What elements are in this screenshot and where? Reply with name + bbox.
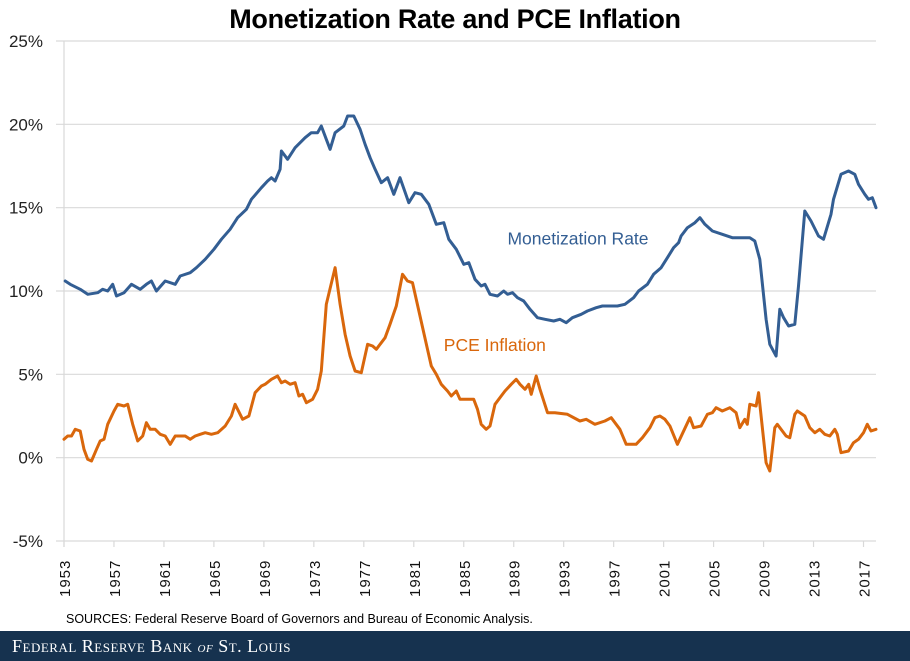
x-tick-label: 2013 <box>807 560 824 597</box>
x-tick-label: 1981 <box>407 560 424 597</box>
x-tick-label: 1969 <box>257 560 274 597</box>
series-line-pce-inflation <box>62 266 878 473</box>
series-label-monetization-rate: Monetization Rate <box>507 228 648 248</box>
x-tick-label: 1993 <box>557 560 574 597</box>
x-tick-label: 2009 <box>757 560 774 597</box>
y-tick-label: -5% <box>13 532 43 551</box>
footer-brand-of: of <box>197 640 214 656</box>
x-tick-label: 2017 <box>857 560 874 597</box>
y-tick-label: 20% <box>9 115 43 134</box>
y-tick-label: 25% <box>9 32 43 51</box>
x-tick-label: 1957 <box>107 560 124 597</box>
footer-bar: Federal Reserve Bank of St. Louis <box>0 631 910 661</box>
x-tick-label: 1961 <box>157 560 174 597</box>
y-tick-label: 0% <box>18 449 43 468</box>
chart-title: Monetization Rate and PCE Inflation <box>229 4 681 34</box>
x-tick-label: 1973 <box>307 560 324 597</box>
y-tick-label: 15% <box>9 199 43 218</box>
x-tick-label: 1977 <box>357 560 374 597</box>
footer-brand-part2: St. Louis <box>213 636 291 656</box>
y-tick-label: 10% <box>9 282 43 301</box>
x-tick-label: 2005 <box>707 560 724 597</box>
gridlines <box>56 40 876 547</box>
fed-stlouis-logo-text: Federal Reserve Bank of St. Louis <box>12 636 291 657</box>
series-line-monetization-rate <box>63 114 878 358</box>
x-tick-label: 1953 <box>57 560 74 597</box>
x-tick-label: 1989 <box>507 560 524 597</box>
x-axis: 1953 1957 1961 1965 1969 1973 1977 1981 1985 1989… <box>57 541 874 597</box>
chart-plot-area: -5% 0% 5% 10% 15% 20% 25% 1953 1957 1961 1965 1969… <box>9 32 878 597</box>
x-tick-label: 1997 <box>607 560 624 597</box>
x-tick-label: 1985 <box>457 560 474 597</box>
x-tick-label: 2001 <box>657 560 674 597</box>
y-tick-label: 5% <box>18 365 43 384</box>
x-tick-label: 1965 <box>207 560 224 597</box>
series-labels: Monetization Rate PCE Inflation <box>444 228 649 355</box>
sources-note: SOURCES: Federal Reserve Board of Govern… <box>66 612 533 626</box>
series-lines <box>62 114 878 473</box>
footer-brand-part1: Federal Reserve Bank <box>12 636 198 656</box>
series-label-pce-inflation: PCE Inflation <box>444 335 546 355</box>
y-axis: -5% 0% 5% 10% 15% 20% 25% <box>9 32 43 551</box>
